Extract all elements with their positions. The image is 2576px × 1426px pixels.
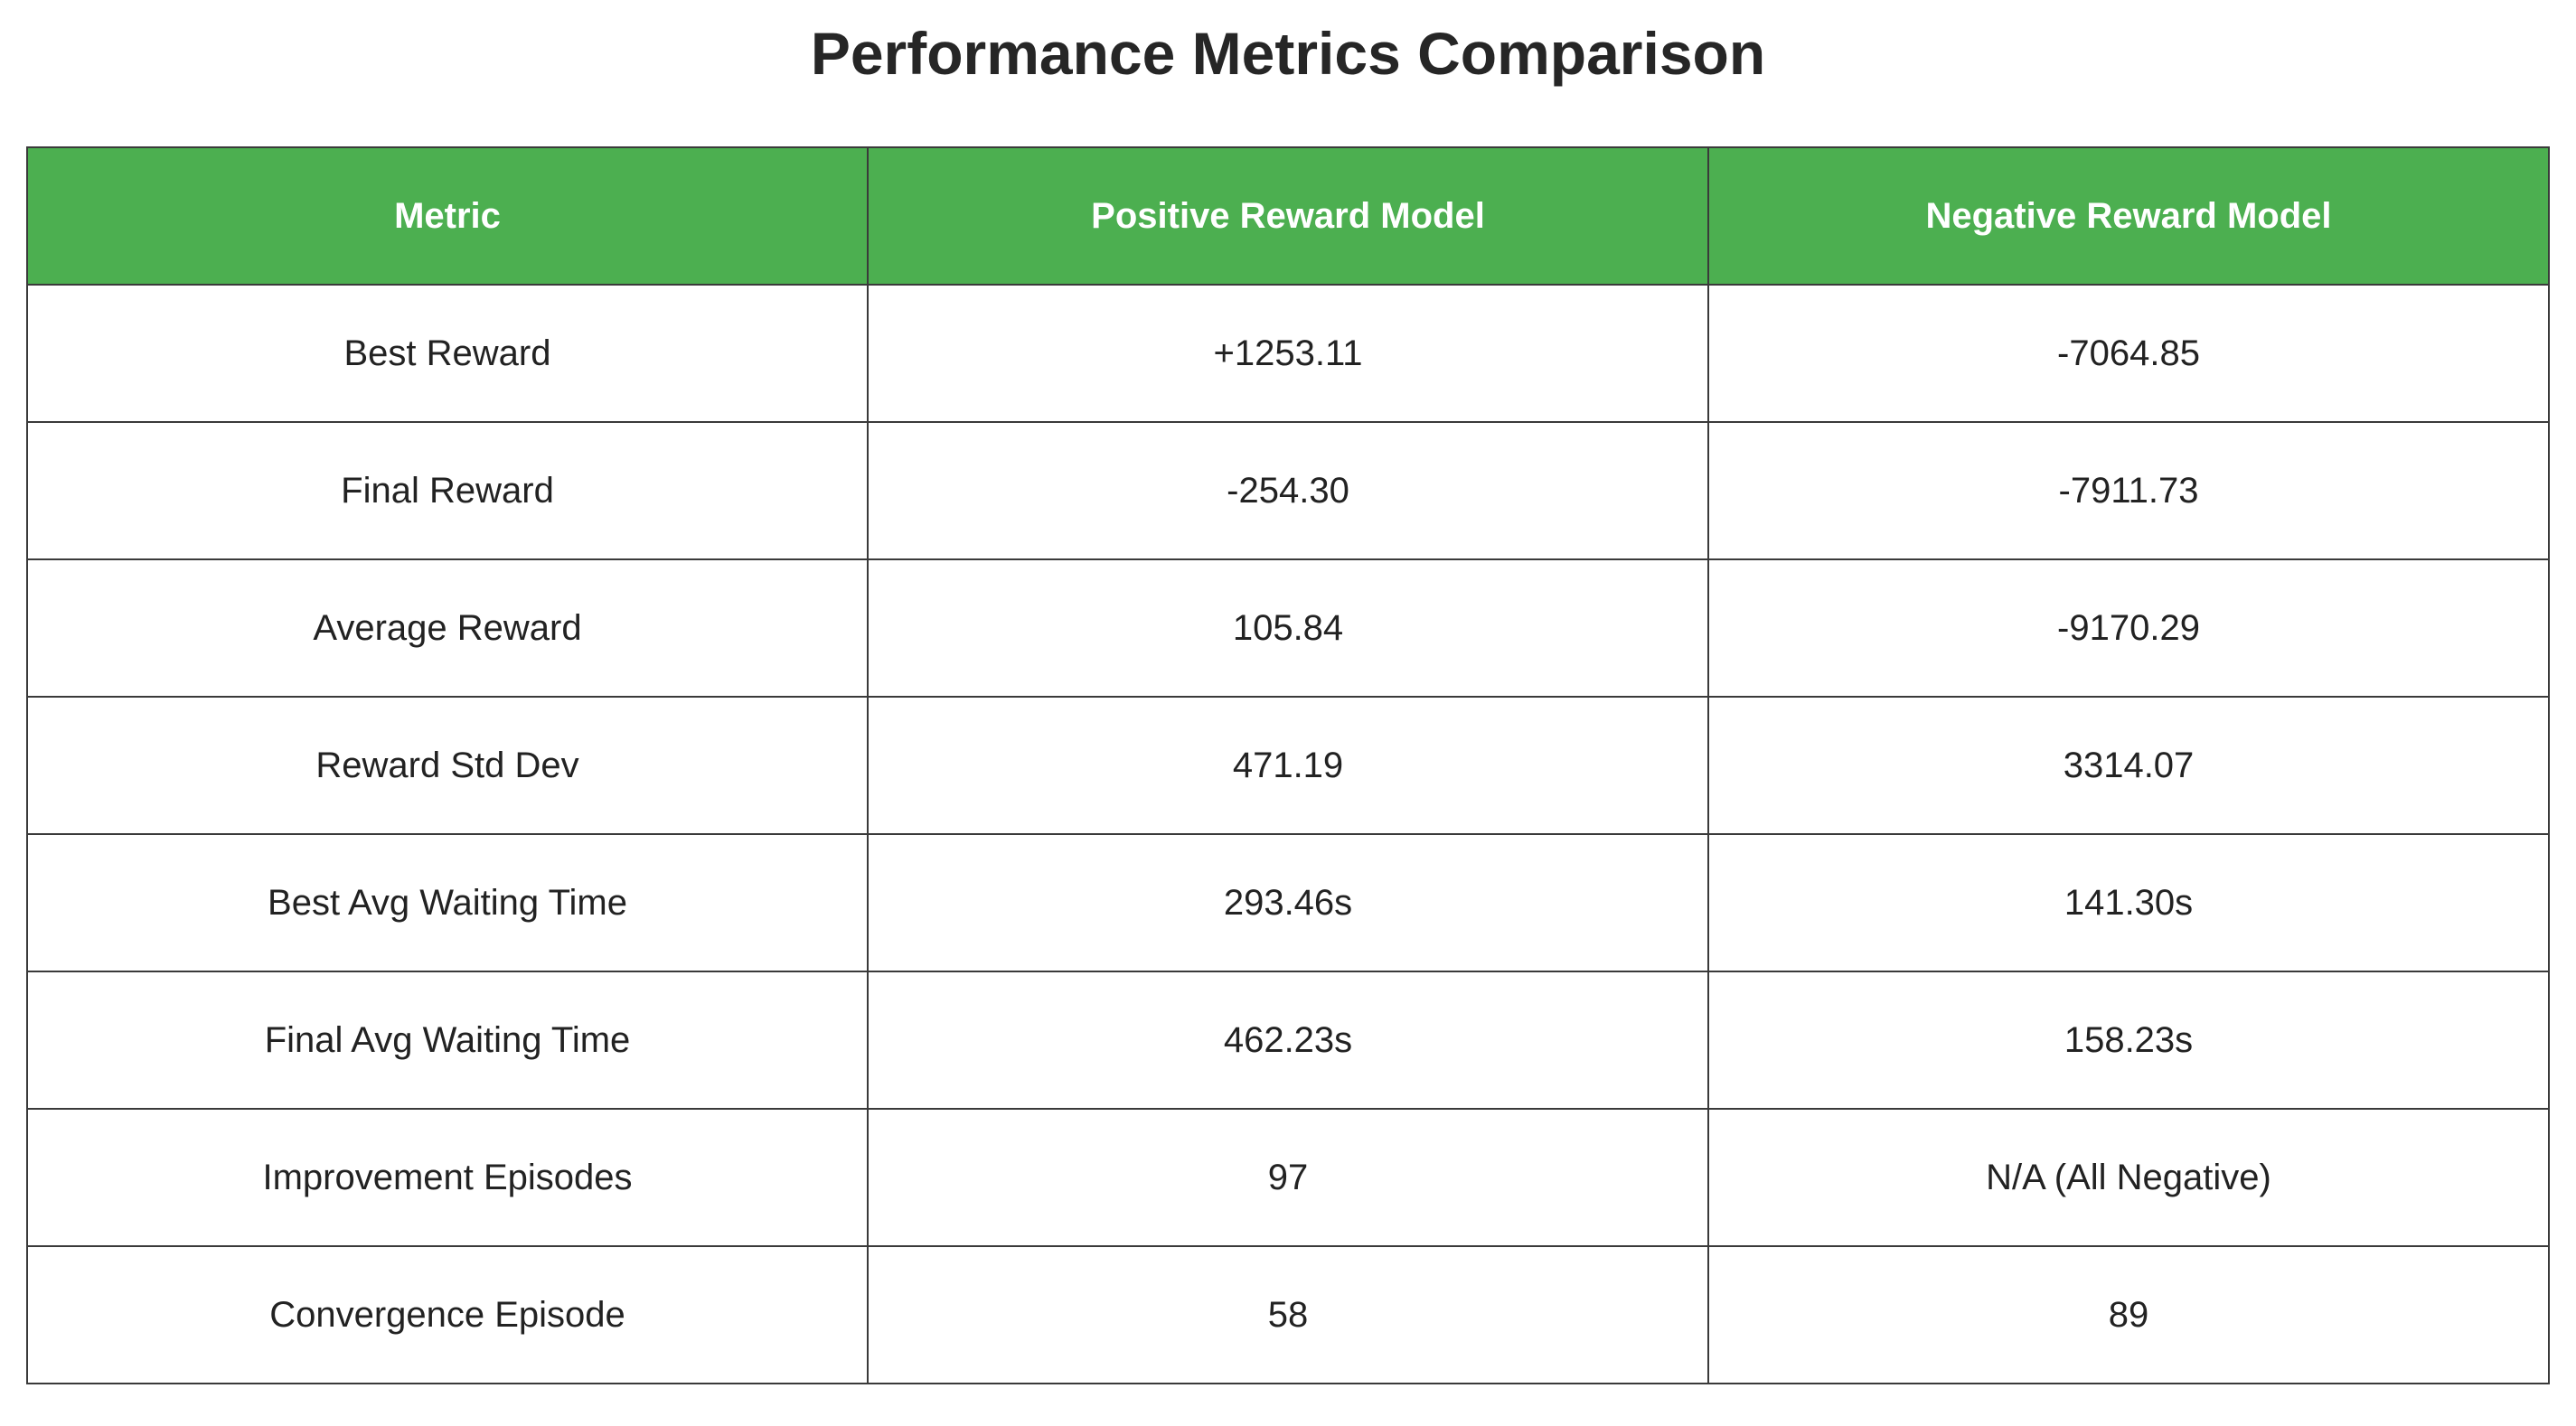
- table-header-row: Metric Positive Reward Model Negative Re…: [26, 146, 2550, 286]
- positive-value-cell: 471.19: [867, 696, 1709, 835]
- positive-value-cell: +1253.11: [867, 284, 1709, 423]
- column-header-negative-reward-model: Negative Reward Model: [1707, 146, 2550, 286]
- metric-cell: Best Reward: [26, 284, 869, 423]
- negative-value-cell: 3314.07: [1707, 696, 2550, 835]
- negative-value-cell: 158.23s: [1707, 971, 2550, 1110]
- table-row: Final Reward -254.30 -7911.73: [26, 421, 2550, 560]
- negative-value-cell: -7064.85: [1707, 284, 2550, 423]
- table-row: Final Avg Waiting Time 462.23s 158.23s: [26, 971, 2550, 1110]
- positive-value-cell: 462.23s: [867, 971, 1709, 1110]
- negative-value-cell: -9170.29: [1707, 558, 2550, 698]
- table-row: Improvement Episodes 97 N/A (All Negativ…: [26, 1108, 2550, 1247]
- positive-value-cell: 105.84: [867, 558, 1709, 698]
- positive-value-cell: 97: [867, 1108, 1709, 1247]
- column-header-metric: Metric: [26, 146, 869, 286]
- negative-value-cell: 89: [1707, 1245, 2550, 1384]
- table-row: Convergence Episode 58 89: [26, 1245, 2550, 1384]
- metric-cell: Final Avg Waiting Time: [26, 971, 869, 1110]
- metric-cell: Convergence Episode: [26, 1245, 869, 1384]
- negative-value-cell: 141.30s: [1707, 833, 2550, 972]
- table-row: Reward Std Dev 471.19 3314.07: [26, 696, 2550, 835]
- table-row: Best Avg Waiting Time 293.46s 141.30s: [26, 833, 2550, 972]
- metric-cell: Reward Std Dev: [26, 696, 869, 835]
- chart-title: Performance Metrics Comparison: [810, 20, 1766, 87]
- metric-cell: Average Reward: [26, 558, 869, 698]
- positive-value-cell: -254.30: [867, 421, 1709, 560]
- metric-cell: Final Reward: [26, 421, 869, 560]
- metrics-table: Metric Positive Reward Model Negative Re…: [26, 146, 2550, 1384]
- table-row: Best Reward +1253.11 -7064.85: [26, 284, 2550, 423]
- positive-value-cell: 58: [867, 1245, 1709, 1384]
- metric-cell: Best Avg Waiting Time: [26, 833, 869, 972]
- metric-cell: Improvement Episodes: [26, 1108, 869, 1247]
- column-header-positive-reward-model: Positive Reward Model: [867, 146, 1709, 286]
- negative-value-cell: -7911.73: [1707, 421, 2550, 560]
- table-row: Average Reward 105.84 -9170.29: [26, 558, 2550, 698]
- positive-value-cell: 293.46s: [867, 833, 1709, 972]
- negative-value-cell: N/A (All Negative): [1707, 1108, 2550, 1247]
